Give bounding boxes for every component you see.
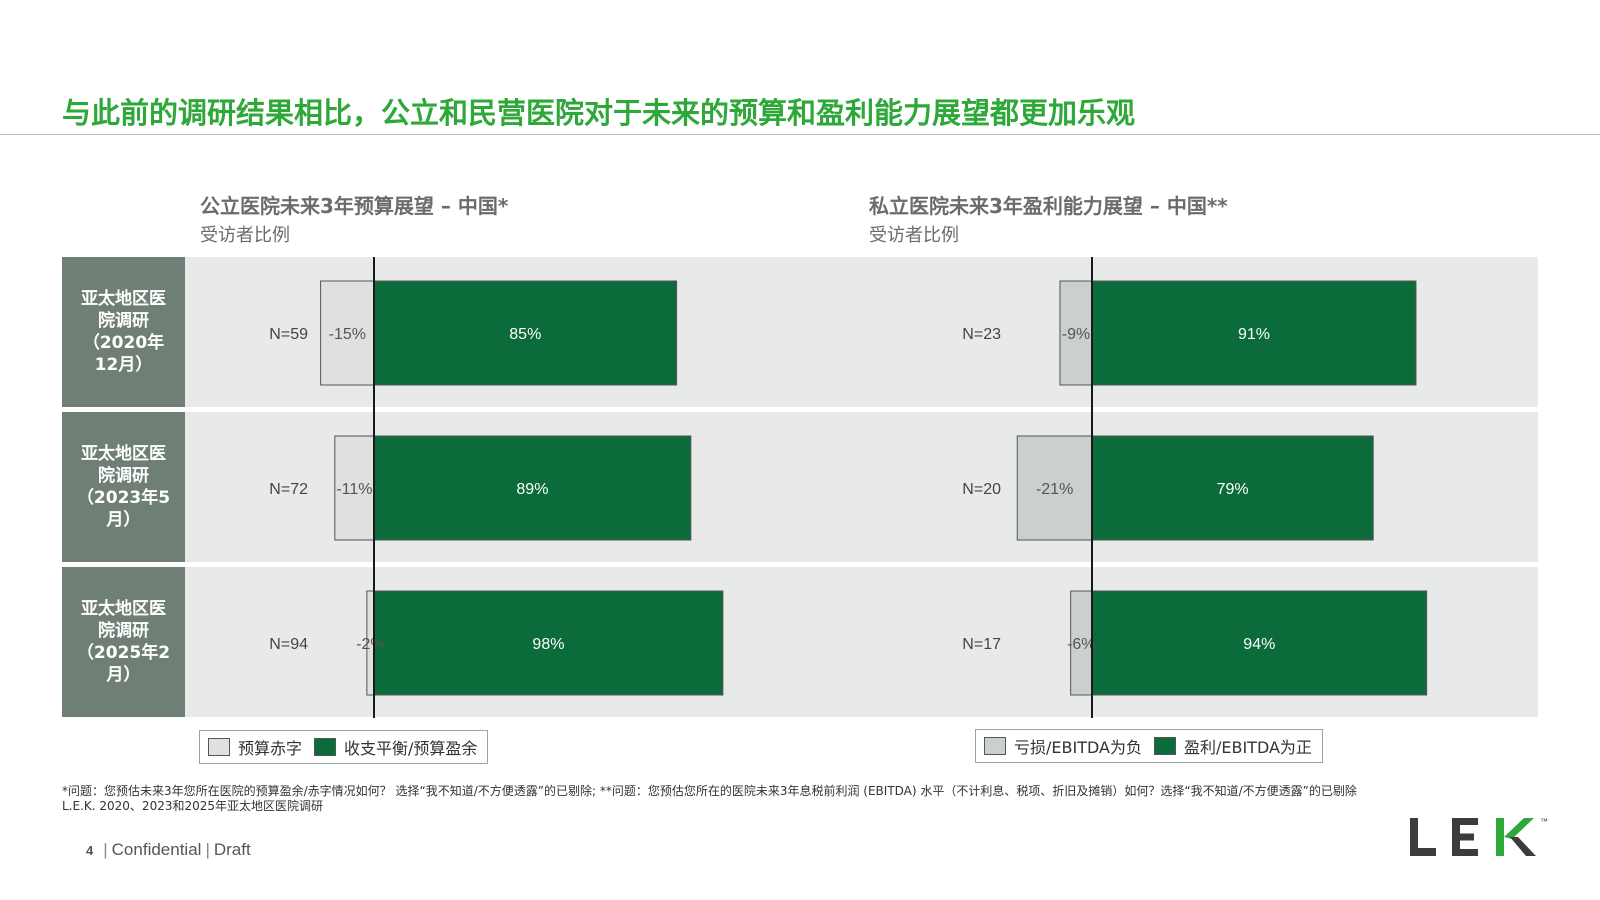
row-label-2020: 亚太地区医院调研（2020年12月） [62, 257, 185, 407]
legend-swatch-deficit [208, 738, 230, 756]
bar-negative [1016, 435, 1093, 541]
footer-separator: | [103, 840, 108, 859]
left-chart-title: 公立医院未来3年预算展望 – 中国* [200, 194, 509, 218]
bar-positive [1091, 590, 1428, 696]
bar-label-negative: -6% [1067, 636, 1095, 653]
bar-label-positive: 94% [1243, 636, 1275, 653]
bar-label-negative: -2% [356, 636, 384, 653]
bar-label-positive: 85% [509, 326, 541, 343]
footer-separator: | [205, 840, 210, 859]
bar-negative [320, 280, 375, 386]
left-chart-header: 公立医院未来3年预算展望 – 中国* 受访者比例 [200, 190, 508, 247]
row-label-2025: 亚太地区医院调研（2025年2月） [62, 567, 185, 717]
bar-negative [1059, 280, 1093, 386]
legend-label-surplus: 收支平衡/预算盈余 [344, 739, 478, 758]
bar-label-positive: 79% [1217, 481, 1249, 498]
bar-label-positive: 89% [516, 481, 548, 498]
bar-label-negative: -9% [1062, 326, 1090, 343]
bar-label-negative: -15% [329, 326, 366, 343]
right-chart-legend: 亏损/EBITDA为负 盈利/EBITDA为正 [975, 729, 1323, 763]
confidential-label: Confidential [111, 840, 202, 859]
bar-positive [373, 590, 724, 696]
footnote-questions: *问题：您预估未来3年您所在医院的预算盈余/赤字情况如何？ 选择“我不知道/不方… [62, 784, 1357, 798]
sample-size-label: N=20 [962, 481, 1001, 498]
svg-text:™: ™ [1540, 817, 1548, 826]
draft-label: Draft [213, 840, 251, 859]
left-chart-subtitle: 受访者比例 [200, 225, 290, 246]
footnote-block: *问题：您预估未来3年您所在医院的预算盈余/赤字情况如何？ 选择“我不知道/不方… [62, 784, 1372, 814]
sample-size-label: N=72 [269, 481, 308, 498]
legend-label-deficit: 预算赤字 [238, 739, 303, 758]
legend-label-profit: 盈利/EBITDA为正 [1183, 738, 1312, 757]
source-note: L.E.K. 2020、2023和2025年亚太地区医院调研 [62, 799, 324, 813]
bar-label-negative: -11% [336, 481, 372, 498]
sample-size-label: N=23 [962, 326, 1001, 343]
page-title: 与此前的调研结果相比，公立和民营医院对于未来的预算和盈利能力展望都更加乐观 [62, 96, 1136, 130]
legend-swatch-profit [1153, 737, 1176, 755]
bar-label-positive: 91% [1238, 326, 1270, 343]
bar-positive [373, 280, 678, 386]
bar-negative [334, 435, 375, 541]
bar-positive [373, 435, 692, 541]
page-footer: 4 | Confidential | Draft [86, 840, 251, 860]
sample-size-label: N=59 [269, 326, 308, 343]
sample-size-label: N=94 [269, 636, 308, 653]
bar-label-negative: -21% [1036, 481, 1073, 498]
page-number: 4 [86, 843, 94, 858]
right-chart-subtitle: 受访者比例 [869, 225, 959, 246]
right-chart-header: 私立医院未来3年盈利能力展望 – 中国** 受访者比例 [869, 190, 1228, 247]
legend-swatch-surplus [314, 738, 337, 756]
row-label-2023: 亚太地区医院调研（2023年5月） [62, 412, 185, 562]
lek-logo: ™ [1410, 817, 1548, 856]
title-divider [0, 134, 1600, 135]
bar-positive [1091, 280, 1417, 386]
sample-size-label: N=17 [962, 636, 1001, 653]
legend-swatch-loss [984, 737, 1006, 755]
legend-label-loss: 亏损/EBITDA为负 [1014, 738, 1142, 757]
bar-positive [1091, 435, 1374, 541]
left-chart-legend: 预算赤字 收支平衡/预算盈余 [199, 730, 489, 764]
bar-label-positive: 98% [532, 636, 564, 653]
right-chart-title: 私立医院未来3年盈利能力展望 – 中国** [869, 194, 1228, 218]
